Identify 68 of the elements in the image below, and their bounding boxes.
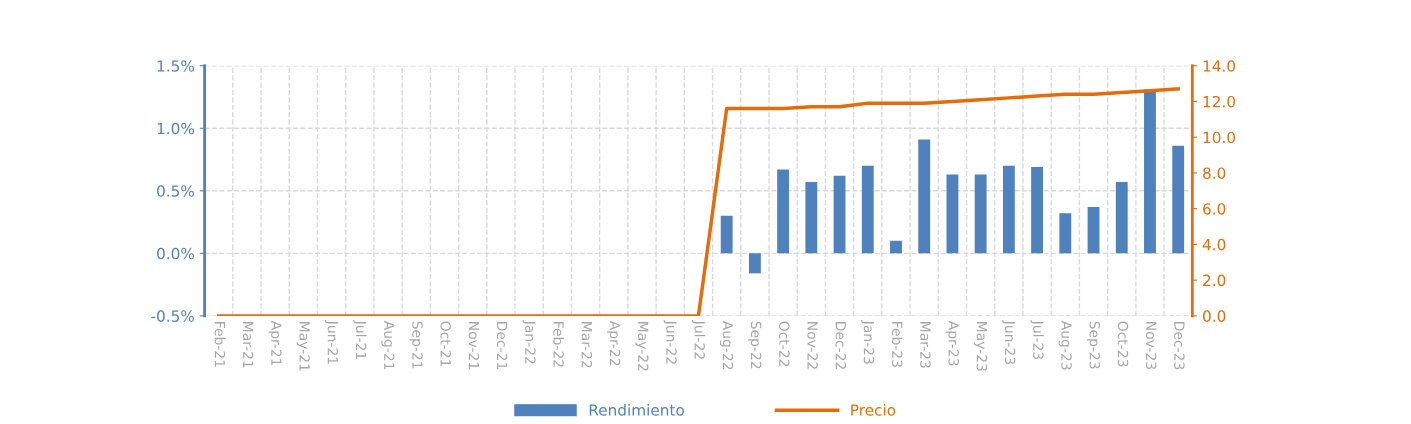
y2-tick-label: 6.0 (1203, 203, 1226, 215)
x-tick-label: May-23 (973, 322, 988, 371)
x-tick-label: Oct-23 (1117, 321, 1129, 367)
x-tick-label: Aug-23 (1058, 320, 1072, 370)
x-tick-label: Mar-21 (242, 322, 254, 368)
x-tick-label: Mar-23 (920, 322, 931, 368)
x-tick-label: Aug-22 (719, 320, 734, 370)
x-tick-label: Oct-22 (779, 321, 790, 367)
x-tick-label: Feb-23 (891, 322, 903, 367)
bar (833, 175, 846, 254)
y2-tick-label: 14.0 (1203, 60, 1236, 72)
y2-tick-label: 2.0 (1203, 274, 1226, 287)
y-tick-label: 0.0% (157, 247, 195, 260)
x-tick-label: Mar-22 (581, 322, 593, 368)
bar (1031, 167, 1044, 254)
y2-tick-label: 8.0 (1203, 167, 1226, 179)
bar (1115, 182, 1128, 254)
x-tick-label: Sep-21 (409, 321, 423, 369)
bar (748, 253, 761, 274)
x-tick-label: Feb-22 (553, 322, 565, 367)
x-tick-label: Dec-22 (835, 322, 847, 369)
x-tick-label: Sep-23 (1086, 321, 1100, 369)
x-tick-label: Jul-21 (353, 320, 367, 359)
y2-tick-label: 0.0 (1203, 310, 1226, 322)
bar (1059, 213, 1072, 254)
x-tick-label: Jan-22 (522, 320, 536, 364)
bar (1087, 207, 1100, 254)
bar (1002, 165, 1015, 254)
y-tick-label: 1.0% (157, 122, 195, 135)
x-tick-label: Jul-23 (1030, 320, 1044, 360)
y2-tick-label: 4.0 (1202, 238, 1226, 251)
bar (1172, 145, 1185, 254)
x-tick-label: May-21 (296, 322, 310, 371)
bar (720, 215, 733, 254)
x-tick-label: Nov-22 (807, 322, 818, 369)
y-tick-label: -0.5% (151, 310, 195, 322)
x-tick-label: Nov-23 (1145, 322, 1157, 370)
y2-tick-label: 10.0 (1203, 131, 1236, 144)
x-tick-label: Dec-23 (1174, 322, 1185, 370)
x-tick-label: Jul-22 (691, 320, 706, 359)
bar (946, 174, 959, 254)
bar (805, 182, 818, 254)
legend-label: Rendimiento (589, 403, 684, 416)
x-tick-label: Sep-22 (748, 321, 762, 369)
x-tick-label: Apr-23 (945, 320, 959, 366)
bar (918, 139, 931, 254)
x-tick-label: Aug-21 (381, 320, 395, 370)
y2-tick-label: 12.0 (1203, 95, 1236, 108)
legend-label: Precio (851, 403, 896, 416)
x-tick-label: Apr-22 (607, 320, 621, 366)
x-tick-label: May-22 (635, 322, 649, 371)
x-tick-label: Jan-23 (861, 320, 875, 364)
bar (974, 174, 987, 254)
y-tick-label: 1.5% (157, 60, 195, 72)
bar (890, 240, 902, 254)
x-tick-label: Jun-22 (663, 320, 677, 364)
line-series (216, 87, 1180, 316)
x-tick-label: Jun-23 (1002, 320, 1016, 365)
y-tick-label: 0.5% (157, 185, 195, 197)
x-tick-label: Nov-21 (468, 322, 480, 369)
bar (777, 169, 790, 254)
x-tick-label: Apr-21 (268, 320, 282, 366)
x-tick-label: Oct-21 (440, 321, 451, 367)
x-tick-label: Feb-21 (214, 322, 226, 367)
bar (1144, 89, 1156, 254)
x-tick-label: Dec-21 (496, 322, 508, 370)
x-tick-label: Jun-21 (324, 320, 339, 364)
bar (861, 165, 874, 254)
